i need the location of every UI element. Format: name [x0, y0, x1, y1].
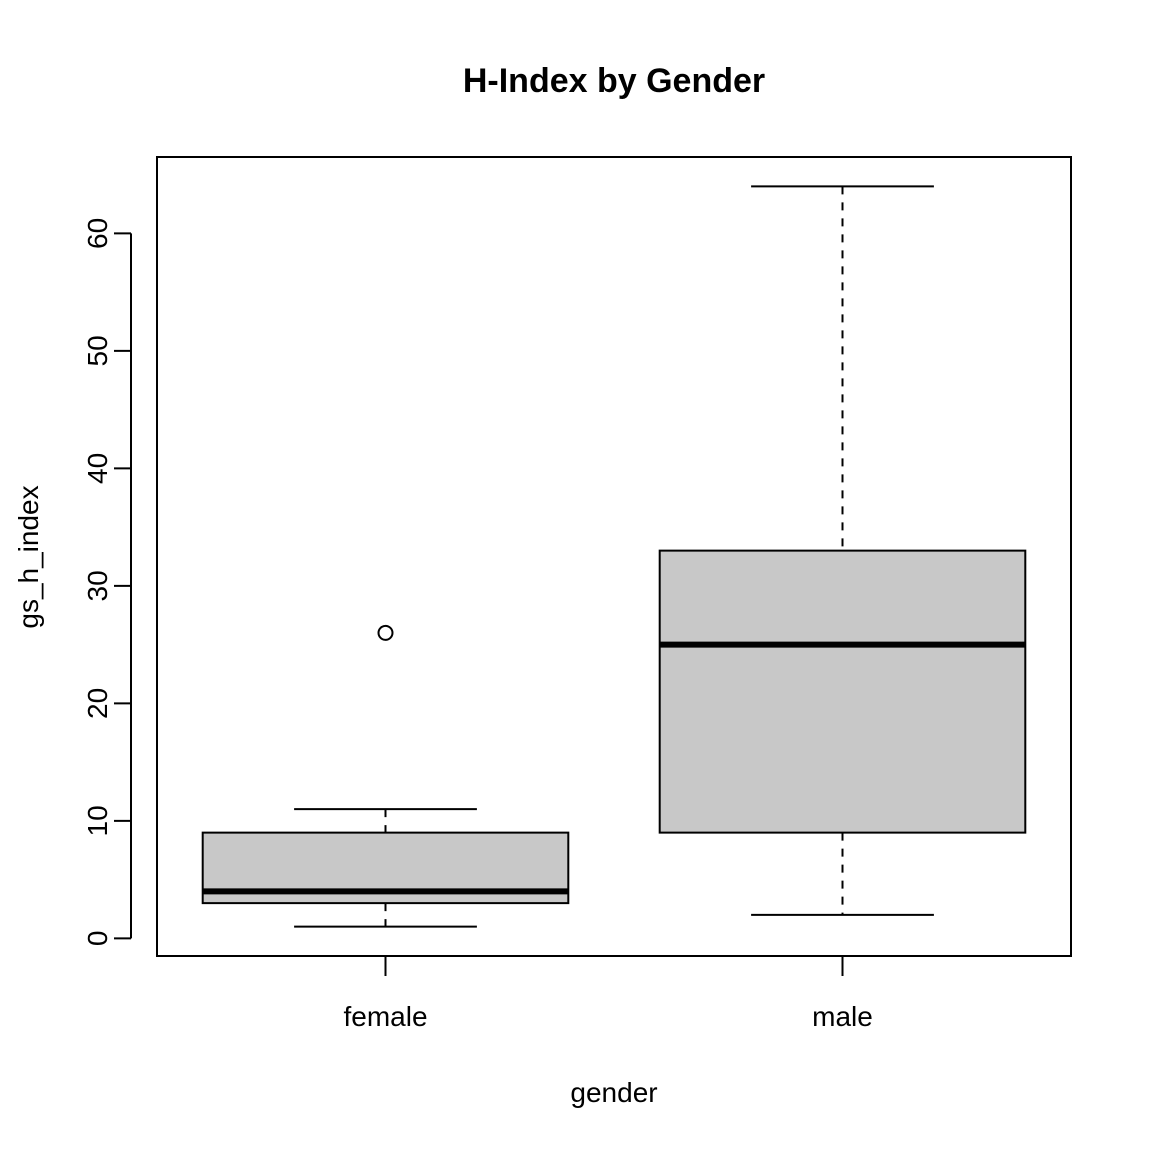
x-tick-label: female	[343, 1001, 427, 1032]
box-male	[658, 549, 1027, 834]
y-tick-label: 20	[82, 688, 113, 719]
y-tick-label: 50	[82, 335, 113, 366]
x-tick-label: male	[812, 1001, 873, 1032]
x-axis-label: gender	[570, 1077, 657, 1108]
y-tick-label: 60	[82, 218, 113, 249]
y-axis-label: gs_h_index	[13, 485, 44, 628]
y-tick-label: 10	[82, 805, 113, 836]
plot-layer: 0 10 20 30 40 50 60 female male	[82, 185, 1027, 1032]
y-tick-label: 30	[82, 570, 113, 601]
y-tick-label: 0	[82, 931, 113, 947]
chart-title: H-Index by Gender	[463, 62, 765, 100]
y-tick-label: 40	[82, 453, 113, 484]
plot-frame	[156, 156, 1072, 957]
outlier-point	[377, 624, 394, 641]
